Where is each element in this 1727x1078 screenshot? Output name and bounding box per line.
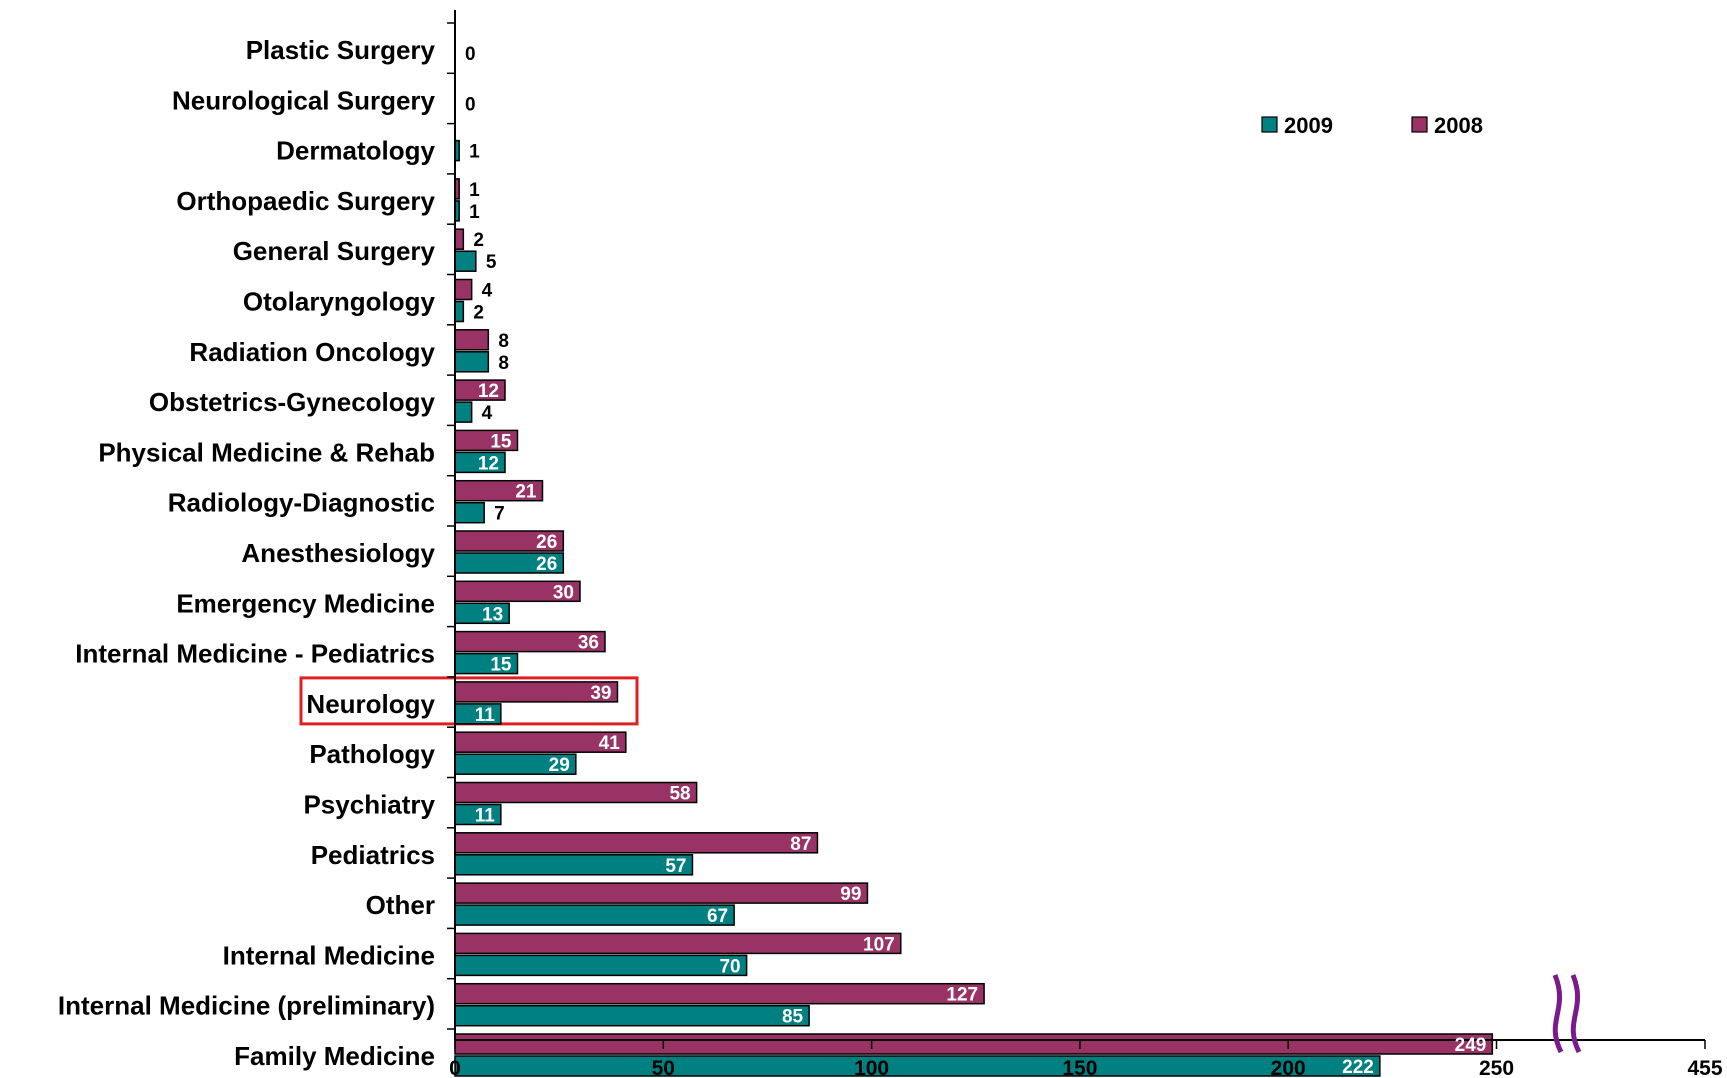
data-label-2008: 21	[515, 482, 537, 503]
data-label-2009: 67	[707, 906, 728, 927]
category-label: Other	[366, 890, 435, 920]
bar-2008	[454, 781, 698, 804]
x-tick-label: 100	[854, 1057, 889, 1078]
data-label-2008: 58	[669, 784, 690, 805]
data-label-2008: 36	[578, 633, 599, 654]
data-label-2009: 85	[782, 1007, 804, 1028]
legend-label-2008: 2008	[1434, 113, 1483, 138]
category-label: Pediatrics	[311, 840, 435, 870]
data-label-2009: 70	[719, 956, 740, 977]
data-labels: 0011125428812415122172626301336153911412…	[465, 44, 1487, 1078]
data-label-2009: 11	[475, 705, 496, 726]
category-label: Physical Medicine & Rehab	[98, 437, 435, 467]
legend-swatch-2008	[1411, 116, 1428, 133]
data-label-2009: 11	[475, 806, 496, 827]
category-label: Neurology	[306, 689, 435, 719]
axis-break-mark	[1570, 974, 1582, 1054]
data-label-2008: 249	[1455, 1035, 1487, 1056]
data-label-2009: 29	[549, 755, 570, 776]
category-label: Plastic Surgery	[246, 35, 436, 65]
data-label-2008: 15	[490, 431, 512, 452]
category-label: Emergency Medicine	[176, 588, 435, 618]
category-label: Family Medicine	[234, 1041, 435, 1071]
legend: 2009 2008	[1261, 113, 1483, 138]
data-label-2009: 2	[473, 303, 484, 324]
x-tick-label: 0	[449, 1057, 461, 1078]
bar-2008	[454, 329, 490, 351]
data-label-2009: 1	[469, 202, 480, 223]
data-label-2008: 41	[599, 733, 621, 754]
bar-2008	[454, 278, 473, 301]
bar-2009	[454, 954, 748, 977]
bar-2009	[454, 401, 473, 423]
category-label: Obstetrics-Gynecology	[149, 387, 436, 417]
bar-2008	[454, 882, 869, 904]
data-label-2009: 222	[1342, 1057, 1374, 1078]
bar-2009	[454, 501, 485, 524]
data-label-2009: 13	[482, 604, 503, 625]
data-label-2008: 1	[469, 180, 480, 201]
bars-layer	[454, 139, 1494, 1077]
data-label-2009: 7	[494, 504, 505, 525]
data-label-2009: 1	[469, 142, 480, 163]
data-label-2009: 57	[665, 856, 686, 877]
bar-2009	[454, 854, 694, 876]
category-label: Radiation Oncology	[189, 337, 435, 367]
bar-2009	[454, 1055, 1381, 1077]
bar-2009	[454, 250, 477, 272]
axis-break-mark	[1552, 974, 1564, 1054]
category-labels: Plastic Surgery Neurological Surgery Derma…	[58, 35, 436, 1071]
axis-break	[1552, 974, 1582, 1054]
legend-swatch-2009	[1261, 116, 1278, 133]
category-label: Internal Medicine - Pediatrics	[75, 639, 435, 669]
bar-2008	[454, 832, 819, 854]
category-label: Pathology	[309, 739, 435, 769]
bar-2008	[454, 228, 465, 250]
category-label: Radiology-Diagnostic	[168, 488, 435, 518]
legend-label-2009: 2009	[1284, 113, 1333, 138]
data-label-2009: 0	[465, 94, 476, 115]
data-label-2008: 2	[473, 230, 484, 251]
x-tick-label: 50	[652, 1057, 675, 1078]
category-label: Internal Medicine (preliminary)	[58, 991, 435, 1021]
data-label-2009: 5	[486, 252, 497, 273]
category-label: Neurological Surgery	[172, 85, 435, 115]
category-label: General Surgery	[233, 236, 436, 266]
data-label-2009: 0	[465, 44, 476, 65]
bar-2009	[454, 300, 465, 323]
x-tick-label: 150	[1062, 1057, 1097, 1078]
category-label: Internal Medicine	[223, 940, 435, 970]
bar-2008	[454, 982, 985, 1005]
data-label-2009: 8	[498, 353, 509, 374]
category-label: Otolaryngology	[243, 287, 436, 317]
data-label-2008: 99	[840, 884, 861, 905]
x-tick-label: 250	[1479, 1057, 1514, 1078]
category-label: Psychiatry	[303, 790, 435, 820]
data-label-2009: 15	[490, 655, 512, 676]
data-label-2009: 12	[478, 453, 499, 474]
category-label: Orthopaedic Surgery	[176, 186, 435, 216]
data-label-2008: 8	[498, 331, 509, 352]
data-label-2008: 107	[863, 934, 895, 955]
data-label-2008: 4	[482, 281, 493, 302]
axes: 0 50 100 150 200 250 455	[447, 10, 1723, 1078]
bar-2009	[454, 904, 735, 926]
category-label: Dermatology	[276, 136, 435, 166]
data-label-2008: 26	[536, 532, 557, 553]
bar-2008	[454, 1033, 1494, 1055]
data-label-2008: 30	[553, 582, 574, 603]
data-label-2009: 4	[482, 403, 493, 424]
x-tick-label: 200	[1271, 1057, 1306, 1078]
data-label-2008: 12	[478, 381, 499, 402]
data-label-2008: 127	[946, 985, 978, 1006]
bar-2009	[454, 351, 490, 373]
bar-2008	[454, 932, 902, 955]
category-label: Anesthesiology	[241, 538, 435, 568]
bar-2009	[454, 1004, 810, 1027]
data-label-2008: 87	[790, 834, 811, 855]
x-tick-label: 455	[1687, 1057, 1722, 1078]
data-label-2009: 26	[536, 554, 557, 575]
data-label-2008: 39	[590, 683, 611, 704]
